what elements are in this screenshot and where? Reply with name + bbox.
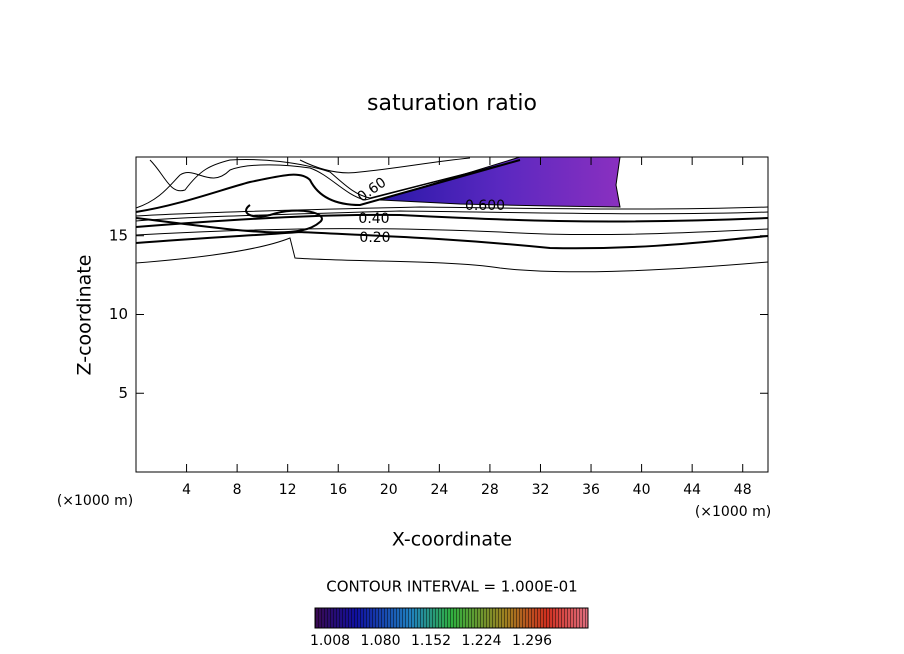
colorbar-frame — [314, 607, 589, 629]
y-tick-label: 5 — [118, 384, 128, 402]
contour-line — [135, 210, 769, 222]
contour-line — [135, 237, 769, 273]
contour-line — [299, 157, 471, 174]
contour-line — [135, 204, 323, 234]
footer: CONTOUR INTERVAL = 1.000E-01 — [326, 578, 577, 596]
x-unit: (×1000 m) — [695, 504, 771, 520]
x-tick-label: 40 — [633, 482, 651, 498]
plot-frame — [135, 156, 769, 473]
x-tick-label: 12 — [279, 482, 297, 498]
contour-label: 0.40 — [358, 211, 389, 227]
y-tick-label: 10 — [109, 305, 128, 323]
x-tick-label: 24 — [430, 482, 448, 498]
y-unit: (×1000 m) — [57, 493, 133, 509]
contour-line — [135, 230, 769, 250]
x-tick-label: 28 — [481, 482, 499, 498]
x-tick-label: 32 — [532, 482, 550, 498]
contour-line — [135, 206, 769, 217]
contour-label: 0.600 — [465, 198, 505, 214]
colorbar-label: 1.152 — [411, 633, 451, 649]
colorbar-label: 1.008 — [310, 633, 350, 649]
y-tick-label: 15 — [109, 226, 128, 244]
colorbar-label: 1.224 — [461, 633, 501, 649]
contour-line — [149, 159, 481, 199]
contour-line — [135, 213, 769, 228]
x-tick-label: 4 — [182, 482, 191, 498]
contour-label: 0.20 — [359, 230, 390, 246]
y-axis-label: Z-coordinate — [74, 255, 96, 376]
x-tick-label: 20 — [380, 482, 398, 498]
x-tick-label: 8 — [233, 482, 242, 498]
x-tick-label: 48 — [734, 482, 752, 498]
x-tick-label: 16 — [329, 482, 347, 498]
colorbar-label: 1.296 — [512, 633, 552, 649]
contour-lines — [135, 157, 769, 273]
x-axis-label: X-coordinate — [392, 529, 512, 551]
chart-title: saturation ratio — [367, 91, 537, 116]
contour-line — [135, 164, 501, 209]
x-tick-label: 36 — [582, 482, 600, 498]
x-tick-label: 44 — [683, 482, 701, 498]
colorbar-label: 1.080 — [360, 633, 400, 649]
contour-line — [135, 228, 769, 236]
contour-line — [135, 159, 521, 213]
